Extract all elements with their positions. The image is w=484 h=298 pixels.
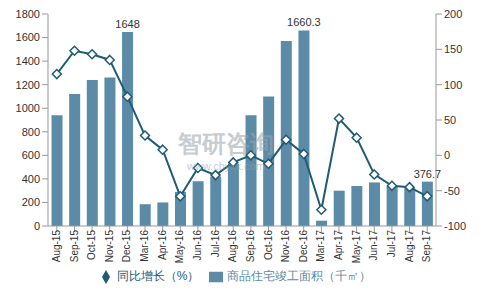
svg-text:Apr-17: Apr-17 bbox=[333, 230, 344, 260]
svg-text:Mar-17: Mar-17 bbox=[315, 230, 326, 262]
svg-text:1000: 1000 bbox=[16, 102, 40, 114]
svg-text:50: 50 bbox=[444, 114, 456, 126]
svg-text:-100: -100 bbox=[444, 220, 466, 232]
svg-text:Sep-15: Sep-15 bbox=[69, 230, 80, 263]
html-text:智研咨询: 智研咨询 bbox=[178, 130, 274, 157]
svg-text:0: 0 bbox=[444, 149, 450, 161]
svg-text:Aug-15: Aug-15 bbox=[51, 230, 62, 263]
svg-text:Oct-16: Oct-16 bbox=[263, 230, 274, 260]
svg-text:Jun-17: Jun-17 bbox=[368, 230, 379, 261]
svg-text:Jul-16: Jul-16 bbox=[210, 230, 221, 258]
html-text:商品住宅竣工面积（千㎡）: 商品住宅竣工面积（千㎡） bbox=[227, 269, 372, 283]
html-text:www.chyxx.com: www.chyxx.com bbox=[186, 160, 266, 172]
svg-text:600: 600 bbox=[22, 149, 40, 161]
svg-text:1200: 1200 bbox=[16, 79, 40, 91]
svg-text:150: 150 bbox=[444, 43, 462, 55]
svg-text:1600: 1600 bbox=[16, 31, 40, 43]
svg-text:Aug-16: Aug-16 bbox=[227, 230, 238, 263]
svg-text:0: 0 bbox=[34, 220, 40, 232]
svg-text:800: 800 bbox=[22, 126, 40, 138]
html-text:同比增长（%）: 同比增长（%） bbox=[116, 269, 200, 283]
svg-text:200: 200 bbox=[22, 196, 40, 208]
svg-text:Aug-17: Aug-17 bbox=[404, 230, 415, 263]
svg-text:Dec-16: Dec-16 bbox=[298, 230, 309, 263]
svg-text:Jun-16: Jun-16 bbox=[192, 230, 203, 261]
svg-text:Apr-16: Apr-16 bbox=[157, 230, 168, 260]
svg-text:Sep-17: Sep-17 bbox=[421, 230, 432, 263]
svg-text:100: 100 bbox=[444, 79, 462, 91]
svg-text:May-16: May-16 bbox=[174, 230, 185, 264]
svg-text:May-17: May-17 bbox=[351, 230, 362, 264]
svg-text:1660.3: 1660.3 bbox=[287, 16, 321, 28]
svg-text:Oct-15: Oct-15 bbox=[86, 230, 97, 260]
svg-text:Nov-15: Nov-15 bbox=[104, 230, 115, 263]
svg-text:Jul-17: Jul-17 bbox=[386, 230, 397, 258]
svg-text:Nov-16: Nov-16 bbox=[280, 230, 291, 263]
svg-text:400: 400 bbox=[22, 173, 40, 185]
svg-text:1648: 1648 bbox=[115, 18, 139, 30]
svg-text:Sep-16: Sep-16 bbox=[245, 230, 256, 263]
svg-text:-50: -50 bbox=[444, 185, 460, 197]
svg-text:Dec-15: Dec-15 bbox=[121, 230, 132, 263]
svg-text:376.7: 376.7 bbox=[414, 168, 442, 180]
svg-text:1400: 1400 bbox=[16, 55, 40, 67]
svg-text:Mar-16: Mar-16 bbox=[139, 230, 150, 262]
svg-text:1800: 1800 bbox=[16, 8, 40, 20]
svg-text:200: 200 bbox=[444, 8, 462, 20]
